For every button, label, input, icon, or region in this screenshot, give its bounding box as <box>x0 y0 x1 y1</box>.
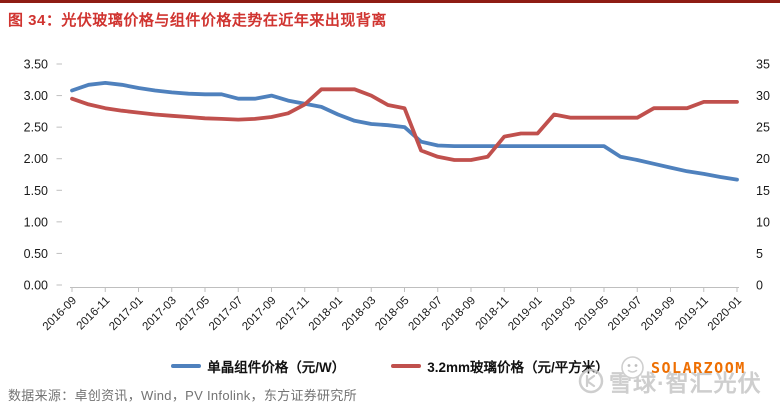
solarzoom-mascot-icon <box>621 356 644 379</box>
glass-price-legend-marker <box>391 364 422 368</box>
right-axis-tick-label: 20 <box>756 152 770 166</box>
x-axis-tick-label: 2018-03 <box>340 295 378 333</box>
x-axis-tick-label: 2017-09 <box>240 295 278 333</box>
left-axis-tick-label: 0.00 <box>24 279 48 293</box>
xueqiu-logo-icon <box>578 368 604 394</box>
right-axis-tick-label: 25 <box>756 121 770 135</box>
left-axis-tick-label: 0.50 <box>24 247 48 261</box>
left-axis-tick-label: 2.00 <box>24 152 48 166</box>
x-axis-tick-label: 2019-03 <box>540 295 578 333</box>
x-axis: 2016-092016-112017-012017-032017-052017-… <box>41 287 744 333</box>
glass-price-line <box>70 87 739 162</box>
x-axis-tick-label: 2018-09 <box>440 295 478 333</box>
y-axes: 3.50 3.00 2.50 2.00 1.50 1.00 0.50 0.00 35 30 25 20… <box>24 58 770 293</box>
x-axis-tick-label: 2016-11 <box>75 295 113 333</box>
x-axis-tick-label: 2020-01 <box>706 295 744 333</box>
solarzoom-watermark: SOLARZOOM <box>620 355 746 380</box>
x-axis-tick-label: 2019-11 <box>673 295 711 333</box>
legend-item-module-price: 单晶组件价格（元/W） <box>171 356 345 376</box>
solarzoom-watermark-text: SOLARZOOM <box>651 358 746 377</box>
right-axis-tick-label: 10 <box>756 215 770 229</box>
x-axis-tick-label: 2017-05 <box>174 295 212 333</box>
x-axis-tick-label: 2019-01 <box>506 295 544 333</box>
chart-legend: 单晶组件价格（元/W） 3.2mm玻璃价格（元/平方米） <box>0 356 780 376</box>
right-axis-tick-label: 35 <box>756 58 770 72</box>
x-axis-tick-label: 2017-01 <box>107 295 145 333</box>
left-axis-tick-label: 3.00 <box>24 89 48 103</box>
left-axis-tick-label: 1.50 <box>24 184 48 198</box>
x-axis-tick-label: 2017-03 <box>141 295 179 333</box>
right-axis-tick-label: 5 <box>756 247 763 261</box>
legend-item-glass-price: 3.2mm玻璃价格（元/平方米） <box>391 356 609 376</box>
x-axis-tick-label: 2019-07 <box>606 295 644 333</box>
x-axis-tick-label: 2019-05 <box>573 295 611 333</box>
x-axis-tick-label: 2018-01 <box>307 295 345 333</box>
x-axis-tick-label: 2018-11 <box>474 295 512 333</box>
right-axis-tick-label: 15 <box>756 184 770 198</box>
x-axis-tick-label: 2017-07 <box>207 295 245 333</box>
x-axis-tick-label: 2017-11 <box>274 295 312 333</box>
module-price-legend-label: 单晶组件价格（元/W） <box>207 360 346 375</box>
x-axis-tick-label: 2019-09 <box>639 295 677 333</box>
glass-price-legend-label: 3.2mm玻璃价格（元/平方米） <box>427 360 609 375</box>
module-price-legend-marker <box>171 364 202 368</box>
right-axis-tick-label: 30 <box>756 89 770 103</box>
title-divider-rule <box>0 0 780 3</box>
left-axis-tick-label: 2.50 <box>24 121 48 135</box>
figure-title: 图 34：光伏玻璃价格与组件价格走势在近年来出现背离 <box>8 12 387 29</box>
left-axis-tick-label: 1.00 <box>24 215 48 229</box>
x-axis-tick-label: 2018-07 <box>407 295 445 333</box>
right-axis-tick-label: 0 <box>756 279 763 293</box>
data-source-note: 数据来源：卓创资讯，Wind，PV Infolink，东方证券研究所 <box>8 388 357 403</box>
x-axis-tick-label: 2018-05 <box>373 295 411 333</box>
module-price-line <box>70 81 739 182</box>
left-axis-tick-label: 3.50 <box>24 58 48 72</box>
x-axis-tick-label: 2016-09 <box>41 295 79 333</box>
